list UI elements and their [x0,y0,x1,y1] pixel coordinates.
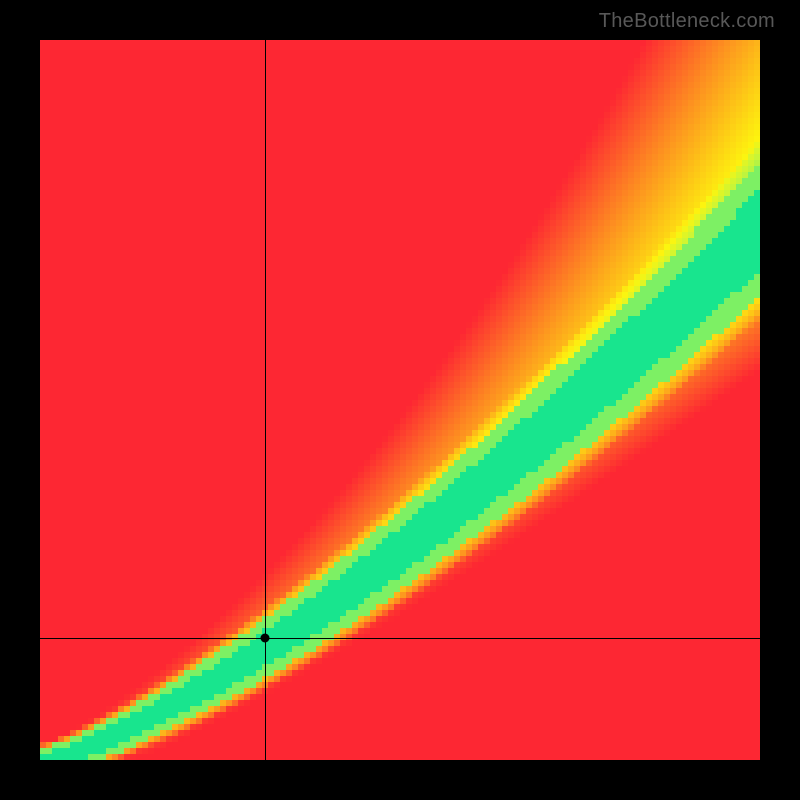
heatmap-canvas [40,40,760,760]
crosshair-vertical [265,40,266,760]
watermark-text: TheBottleneck.com [599,10,775,33]
crosshair-horizontal [40,638,760,639]
crosshair-marker [261,633,270,642]
heatmap-plot [40,40,760,760]
